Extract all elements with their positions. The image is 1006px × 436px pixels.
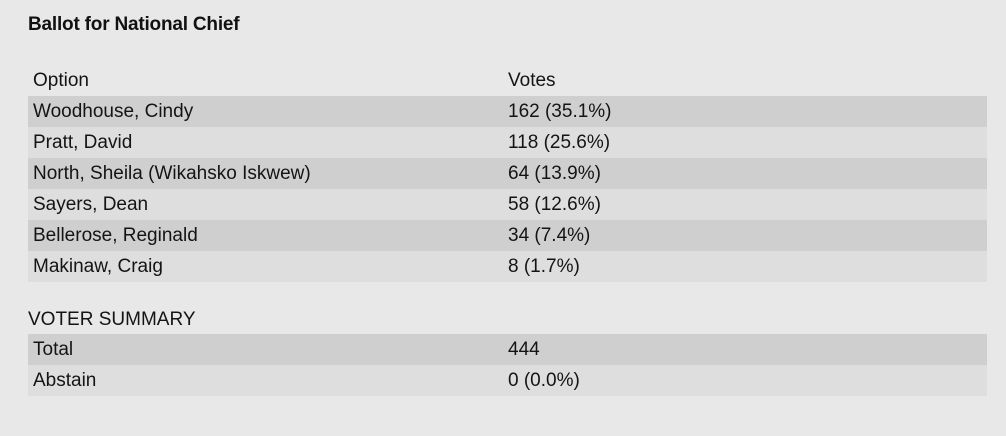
table-row: Bellerose, Reginald 34 (7.4%) [28,220,987,251]
table-row: Woodhouse, Cindy 162 (35.1%) [28,96,987,127]
candidate-name: Pratt, David [33,132,133,153]
table-row: Total 444 [28,334,987,365]
summary-value: 0 (0.0%) [508,370,580,391]
candidate-name: Sayers, Dean [33,194,149,215]
candidate-name: Makinaw, Craig [33,256,163,277]
results-table: Option Votes Woodhouse, Cindy 162 (35.1%… [28,66,987,282]
summary-label: Total [33,339,74,360]
table-row: Pratt, David 118 (25.6%) [28,127,987,158]
candidate-votes: 64 (13.9%) [508,163,601,184]
table-row: North, Sheila (Wikahsko Iskwew) 64 (13.9… [28,158,987,189]
voter-summary-table: VOTER SUMMARY Total 444 Abstain 0 (0.0%) [28,306,987,396]
candidate-name: Bellerose, Reginald [33,225,198,246]
voter-summary-heading: VOTER SUMMARY [28,309,196,330]
table-row: Sayers, Dean 58 (12.6%) [28,189,987,220]
candidate-name: Woodhouse, Cindy [33,101,194,122]
summary-label: Abstain [33,370,97,391]
table-row: Makinaw, Craig 8 (1.7%) [28,251,987,282]
table-row: Abstain 0 (0.0%) [28,365,987,396]
ballot-title: Ballot for National Chief [28,14,240,35]
summary-value: 444 [508,339,540,360]
candidate-votes: 58 (12.6%) [508,194,601,215]
candidate-votes: 118 (25.6%) [508,132,611,153]
results-header-row: Option Votes [28,66,987,96]
candidate-votes: 162 (35.1%) [508,101,612,122]
votes-column-header: Votes [508,70,556,91]
candidate-name: North, Sheila (Wikahsko Iskwew) [33,163,311,184]
candidate-votes: 8 (1.7%) [508,256,580,277]
candidate-votes: 34 (7.4%) [508,225,591,246]
option-column-header: Option [33,70,89,91]
